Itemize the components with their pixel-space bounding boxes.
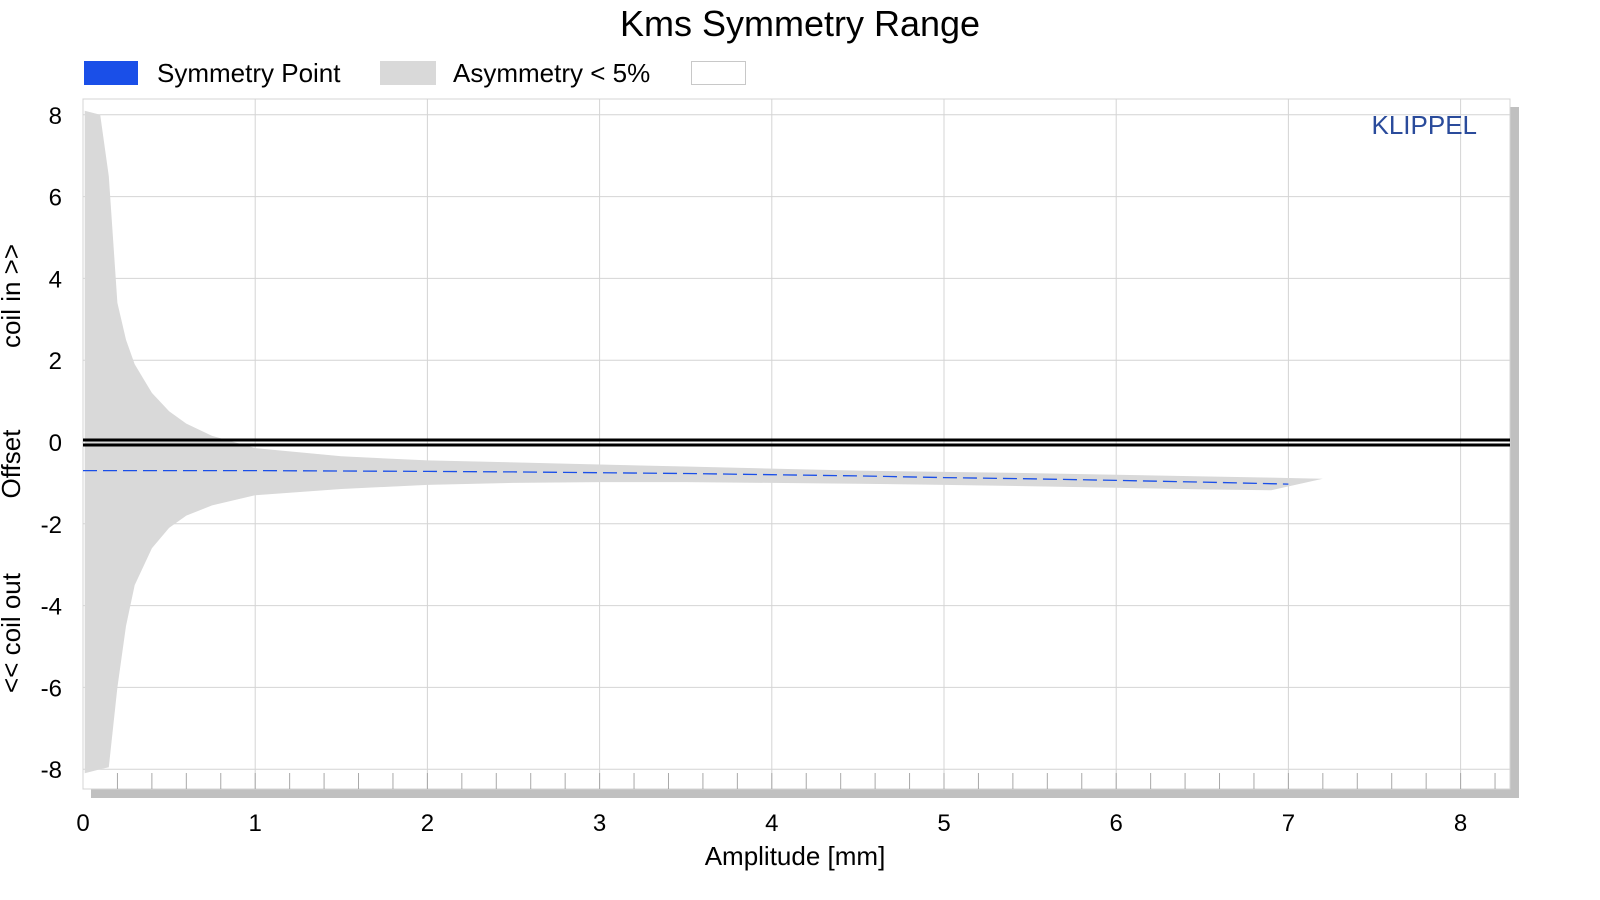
x-tick-label-1: 1 bbox=[249, 810, 262, 837]
legend-label-asymmetry: Asymmetry < 5% bbox=[453, 58, 651, 88]
symmetry-point-series bbox=[83, 469, 1289, 485]
minor-ticks bbox=[116, 773, 1496, 789]
klippel-watermark: KLIPPEL bbox=[1371, 110, 1477, 140]
x-tick-label-7: 7 bbox=[1282, 810, 1295, 837]
x-tick-label-0: 0 bbox=[76, 810, 89, 837]
x-tick-label-6: 6 bbox=[1110, 810, 1123, 837]
x-tick-label-2: 2 bbox=[421, 810, 434, 837]
x-tick-labels: 0 1 2 3 4 5 6 7 8 bbox=[76, 810, 1467, 837]
x-tick-label-3: 3 bbox=[593, 810, 606, 837]
legend-label-symmetry-point: Symmetry Point bbox=[157, 58, 341, 88]
y-axis-label-offset: Offset bbox=[0, 429, 26, 499]
y-tick-label-8: 8 bbox=[49, 103, 62, 130]
legend-swatch-asymmetry bbox=[380, 61, 436, 85]
x-tick-label-5: 5 bbox=[937, 810, 950, 837]
y-tick-label-2: 2 bbox=[49, 348, 62, 375]
legend-swatch-empty bbox=[691, 61, 746, 85]
legend-swatch-symmetry-point bbox=[84, 61, 138, 85]
zero-reference-line bbox=[83, 438, 1510, 447]
y-tick-label-6: 6 bbox=[49, 185, 62, 212]
y-tick-label--8: -8 bbox=[41, 757, 62, 784]
x-axis-label: Amplitude [mm] bbox=[705, 841, 886, 871]
y-axis-label-coil-in: coil in >> bbox=[0, 244, 26, 348]
y-axis-label-coil-out: << coil out bbox=[0, 572, 26, 693]
y-tick-label-0: 0 bbox=[49, 430, 62, 457]
y-tick-label-4: 4 bbox=[49, 266, 62, 293]
y-tick-label--2: -2 bbox=[41, 512, 62, 539]
x-tick-label-8: 8 bbox=[1454, 810, 1467, 837]
x-tick-label-4: 4 bbox=[765, 810, 778, 837]
chart-title: Kms Symmetry Range bbox=[619, 3, 981, 44]
y-tick-label--6: -6 bbox=[41, 675, 62, 702]
y-tick-labels: 8 6 4 2 0 -2 -4 -6 -8 bbox=[41, 103, 62, 784]
legend: Symmetry Point Asymmetry < 5% bbox=[0, 58, 1600, 92]
y-tick-label--4: -4 bbox=[41, 594, 62, 621]
symmetry-point-line bbox=[83, 469, 1289, 485]
